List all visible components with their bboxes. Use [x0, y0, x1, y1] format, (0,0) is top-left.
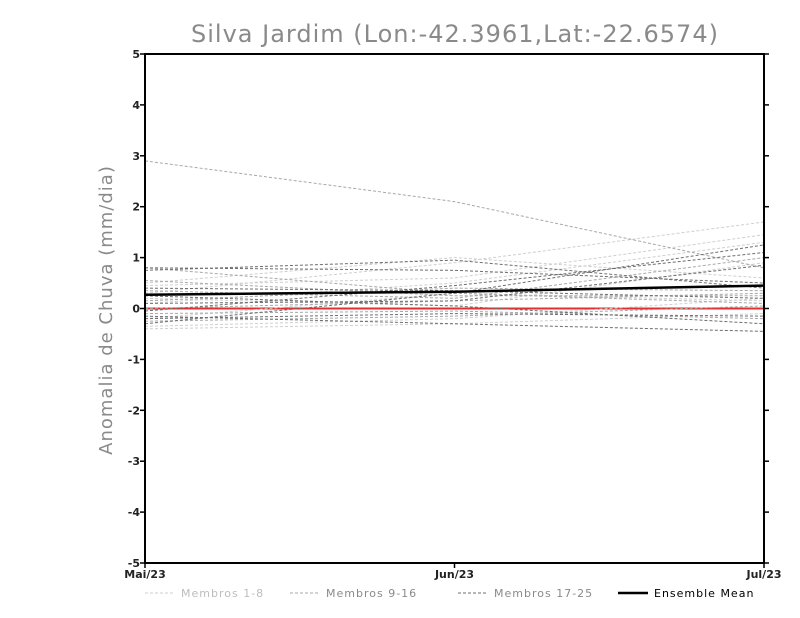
- series-line-ensemble-mean: [144, 284, 765, 297]
- series-line-member-24: [144, 287, 765, 299]
- series-line-member-23: [144, 252, 765, 312]
- y-tick-label: -2: [128, 404, 140, 417]
- y-tick-label: -5: [128, 557, 140, 570]
- y-axis-label: Anomalia de Chuva (mm/dia): [96, 165, 117, 455]
- y-tick-label: 0: [132, 303, 140, 316]
- y-tick-label: 1: [132, 252, 140, 265]
- legend-label: Membros 1-8: [181, 587, 264, 600]
- legend-entry: Membros 1-8: [145, 587, 264, 600]
- series-group: [144, 160, 765, 332]
- axes: -5 -4 -3 -2 -1 0 1 2 3 4 5 Mai/23 Jun/23 Jul/23: [124, 48, 781, 581]
- series-line-member-11: [144, 305, 765, 322]
- series-line-member-19: [144, 267, 765, 284]
- series-line-member-4: [144, 234, 765, 287]
- y-tick-label: -1: [128, 353, 140, 366]
- y-tick-label: 2: [132, 201, 140, 214]
- legend-label: Membros 17-25: [494, 587, 593, 600]
- plot-area: [145, 54, 764, 563]
- y-tick-label: 5: [132, 48, 140, 61]
- y-tick-label: 3: [132, 150, 140, 163]
- series-line-member-12: [144, 257, 765, 299]
- legend-label: Ensemble Mean: [654, 587, 754, 600]
- y-tick-label: -4: [128, 506, 141, 519]
- series-line-member-2: [144, 297, 765, 327]
- legend-entry: Membros 17-25: [458, 587, 593, 600]
- series-line-member-5: [144, 313, 765, 330]
- legend: Membros 1-8 Membros 9-16 Membros 17-25 Ense…: [145, 587, 754, 600]
- x-tick-label: Jun/23: [434, 568, 474, 581]
- series-line-member-21: [144, 264, 765, 304]
- legend-entry: Membros 9-16: [290, 587, 417, 600]
- legend-entry: Ensemble Mean: [618, 587, 754, 600]
- chart-title: Silva Jardim (Lon:-42.3961,Lat:-22.6574): [191, 20, 719, 48]
- series-line-member-16: [144, 287, 765, 302]
- y-tick-label: -3: [128, 455, 140, 468]
- series-line-member-3: [144, 241, 765, 304]
- series-line-member-25: [144, 313, 765, 320]
- series-line-member-18: [144, 244, 765, 325]
- series-line-member-15: [144, 310, 765, 320]
- series-line-member-20: [144, 315, 765, 332]
- series-line-member-22: [144, 295, 765, 325]
- x-tick-label: Jul/23: [745, 568, 781, 581]
- y-tick-label: 4: [132, 99, 140, 112]
- x-tick-label: Mai/23: [124, 568, 165, 581]
- legend-label: Membros 9-16: [326, 587, 417, 600]
- series-line-member-9: [144, 160, 765, 269]
- series-line-member-1: [144, 221, 765, 294]
